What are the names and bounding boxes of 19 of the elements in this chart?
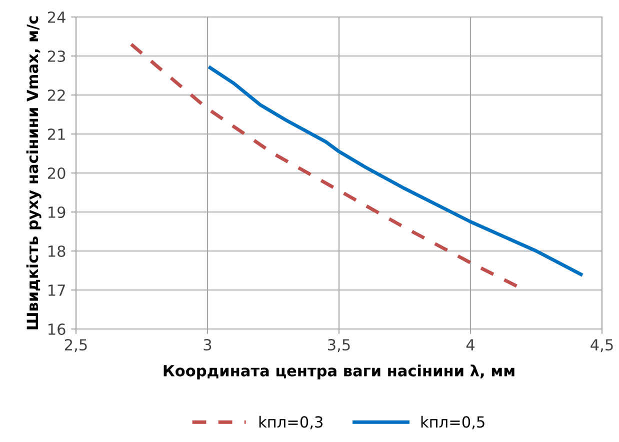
x-axis-title: Координата центра ваги насінини λ, мм [164, 364, 514, 380]
y-tick-label: 23 [48, 50, 66, 62]
y-tick-label: 24 [48, 11, 66, 23]
y-tick-label: 18 [48, 245, 66, 258]
y-tick-label: 20 [48, 167, 66, 180]
y-tick-label: 22 [48, 89, 65, 101]
y-axis-title: Швидкість руху насінини Vmax, м/с [26, 16, 42, 330]
x-tick-label: 4 [466, 339, 475, 350]
legend-label: kпл=0,3 [259, 416, 322, 430]
x-tick-label: 2,5 [64, 338, 87, 352]
y-tick-label: 16 [48, 323, 66, 336]
line-series [208, 66, 583, 276]
y-tick-label: 21 [48, 128, 65, 140]
x-tick-label: 4,5 [590, 339, 613, 352]
y-tick-label: 19 [48, 206, 66, 218]
x-tick-label: 3,5 [328, 338, 350, 352]
legend-label: kпл=0,5 [421, 416, 484, 430]
x-tick-label: 3 [204, 338, 212, 351]
y-tick-label: 17 [48, 284, 65, 296]
